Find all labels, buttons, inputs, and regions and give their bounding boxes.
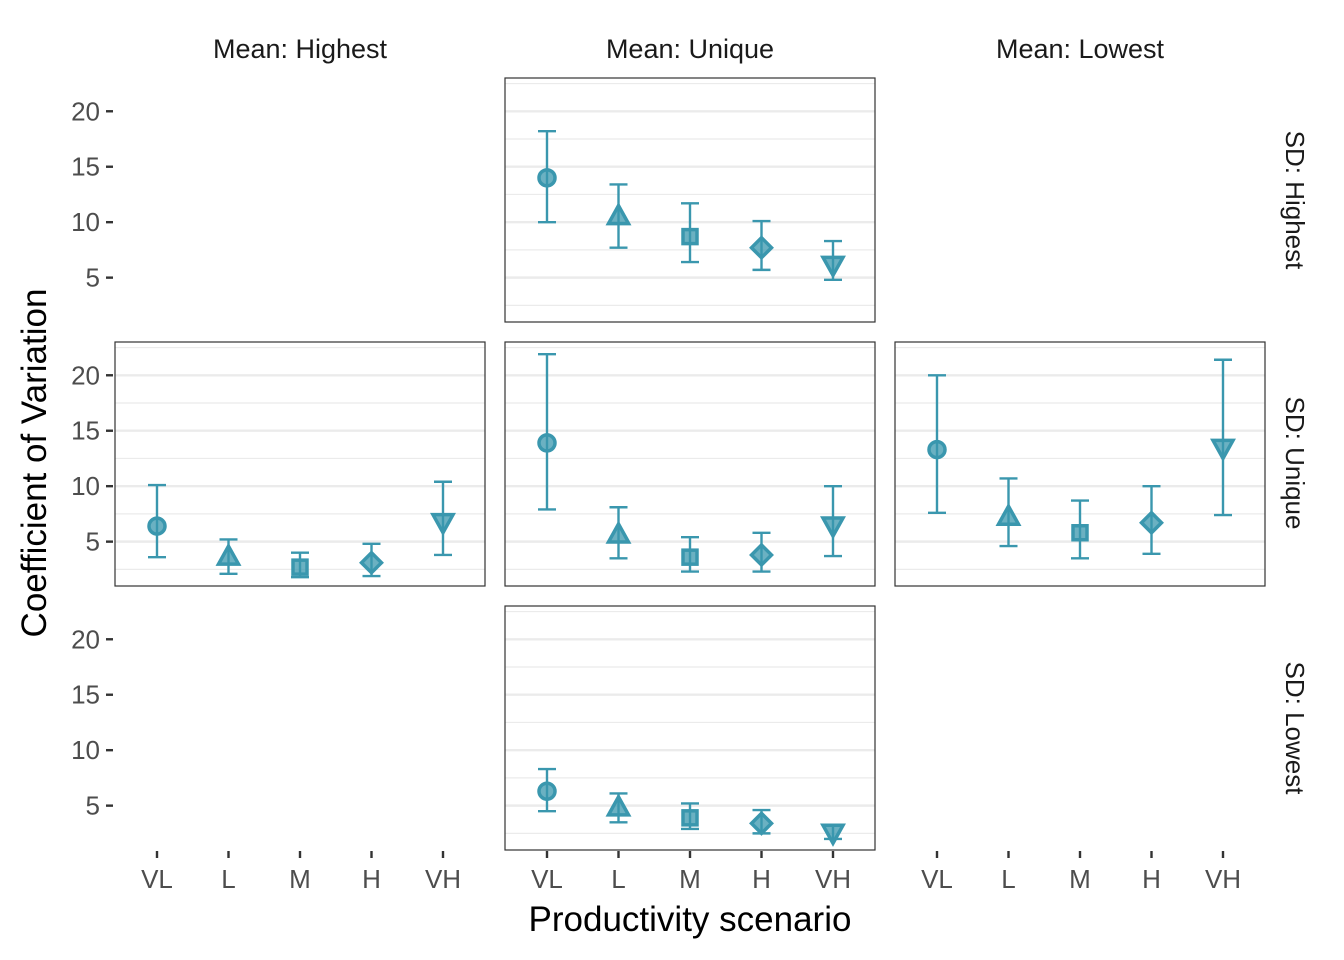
x-tick-label: M — [679, 864, 701, 894]
y-tick-label: 20 — [71, 96, 100, 126]
panel-background — [505, 78, 875, 322]
x-tick-label: M — [1069, 864, 1091, 894]
y-tick-label: 5 — [86, 527, 100, 557]
x-tick-label: VH — [1205, 864, 1241, 894]
point-VL — [537, 433, 557, 453]
panel-r1-c1 — [504, 341, 876, 587]
y-tick-label: 5 — [86, 791, 100, 821]
x-tick-label: VH — [425, 864, 461, 894]
y-tick-label: 10 — [71, 735, 100, 765]
y-axis-row-2: 5 10 15 20 — [71, 624, 113, 821]
point-VH — [430, 512, 456, 537]
y-tick-label: 20 — [71, 624, 100, 654]
panel-border — [504, 605, 876, 851]
point-H — [749, 235, 774, 261]
panel-border — [504, 77, 876, 323]
point-M — [681, 809, 699, 827]
point-H — [359, 550, 384, 576]
row-strip-label-2: SD: Lowest — [1280, 662, 1310, 796]
x-tick-label: L — [221, 864, 235, 894]
point-VL — [537, 168, 557, 188]
panel-r0-c1 — [504, 77, 876, 323]
row-strip-label-0: SD: Highest — [1280, 131, 1310, 270]
panel-background — [115, 342, 485, 586]
panel-border — [114, 341, 486, 587]
point-L — [605, 520, 632, 544]
point-H — [749, 810, 774, 836]
point-VL — [147, 516, 167, 536]
y-axis-title: Coefficient of Variation — [15, 289, 54, 638]
panel-r2-c1 — [504, 605, 876, 851]
point-M — [291, 558, 309, 576]
point-M — [681, 227, 699, 246]
errorbar-VL — [538, 353, 556, 511]
x-axis-col-1: VL L M H VH — [531, 851, 851, 894]
y-tick-label: 15 — [71, 416, 100, 446]
y-tick-label: 10 — [71, 471, 100, 501]
point-VH — [820, 255, 846, 279]
point-L — [215, 542, 242, 566]
x-axis-title: Productivity scenario — [529, 900, 852, 939]
x-axis-col-2: VL L M H VH — [921, 851, 1241, 894]
y-tick-label: 15 — [71, 680, 100, 710]
x-tick-label: M — [289, 864, 311, 894]
x-tick-label: L — [1001, 864, 1015, 894]
panel-r1-c0 — [114, 341, 486, 587]
row-strip-label-1: SD: Unique — [1280, 397, 1310, 530]
y-axis-row-1: 5 10 15 20 — [71, 360, 113, 557]
y-axis-row-0: 5 10 15 20 — [71, 96, 113, 293]
col-strip-label-0: Mean: Highest — [213, 34, 388, 64]
panel-border — [894, 341, 1266, 587]
x-tick-label: H — [1142, 864, 1161, 894]
point-VH — [820, 823, 846, 847]
point-VL — [927, 439, 947, 460]
point-M — [1071, 524, 1089, 542]
y-tick-label: 5 — [86, 263, 100, 293]
y-tick-label: 20 — [71, 360, 100, 390]
y-tick-label: 10 — [71, 207, 100, 237]
x-tick-label: VH — [815, 864, 851, 894]
panels-layer — [114, 77, 1266, 851]
point-VH — [820, 516, 846, 540]
x-tick-label: H — [752, 864, 771, 894]
col-strip-label-1: Mean: Unique — [606, 34, 774, 64]
point-L — [995, 502, 1022, 526]
x-axis-col-0: VL L M H VH — [141, 851, 461, 894]
point-M — [681, 548, 699, 566]
point-L — [605, 793, 632, 817]
x-tick-label: L — [611, 864, 625, 894]
point-H — [749, 542, 774, 568]
panel-r1-c2 — [894, 341, 1266, 587]
x-tick-label: VL — [141, 864, 173, 894]
x-tick-label: VL — [531, 864, 563, 894]
point-H — [1139, 510, 1164, 536]
point-VL — [537, 781, 557, 801]
panel-border — [504, 341, 876, 587]
y-tick-label: 15 — [71, 152, 100, 182]
x-tick-label: VL — [921, 864, 953, 894]
point-L — [605, 202, 632, 226]
x-tick-label: H — [362, 864, 381, 894]
errorbar-VH — [1214, 358, 1232, 517]
col-strip-label-2: Mean: Lowest — [996, 34, 1165, 64]
point-VH — [1210, 438, 1236, 462]
axes-layer: 5 10 15 20 5 10 15 20 5 10 15 20 VL L M H VH VL L M H VH VL L M H… — [71, 96, 1241, 894]
